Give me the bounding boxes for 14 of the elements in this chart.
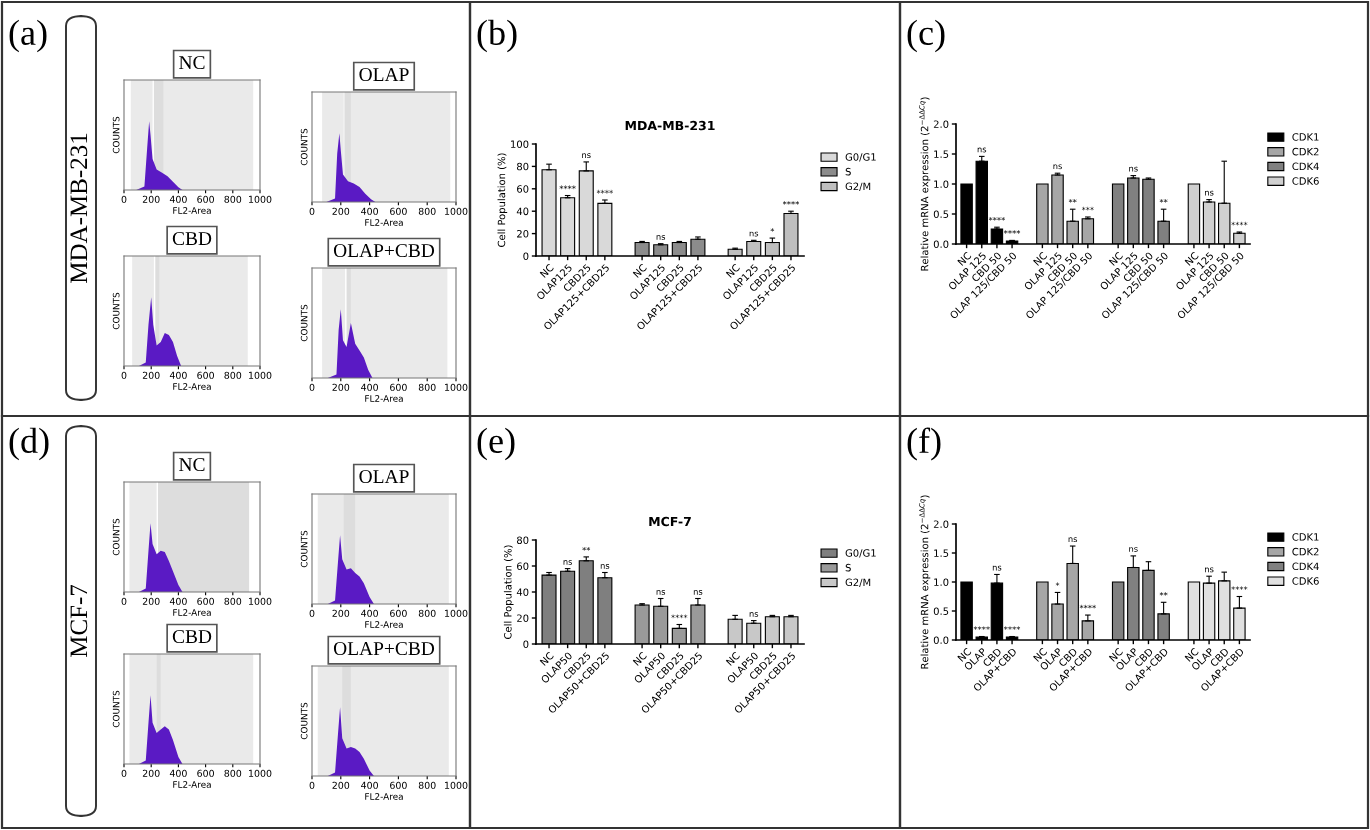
chart-title: CBD xyxy=(172,630,212,644)
text: (b) xyxy=(477,19,517,53)
text: (c) xyxy=(907,19,945,53)
chart-title: OLAP xyxy=(359,470,409,484)
chart-title: CBD xyxy=(172,232,212,246)
text: (a) xyxy=(9,19,47,53)
text: (e) xyxy=(477,427,515,461)
text: (d) xyxy=(9,427,49,461)
chart-title: OLAP xyxy=(359,68,409,82)
text: (f) xyxy=(907,427,941,461)
text: MDA-MB-231 xyxy=(70,133,88,283)
chart-title: NC xyxy=(179,458,205,472)
chart-title: NC xyxy=(179,56,205,70)
text: MCF-7 xyxy=(70,584,88,658)
